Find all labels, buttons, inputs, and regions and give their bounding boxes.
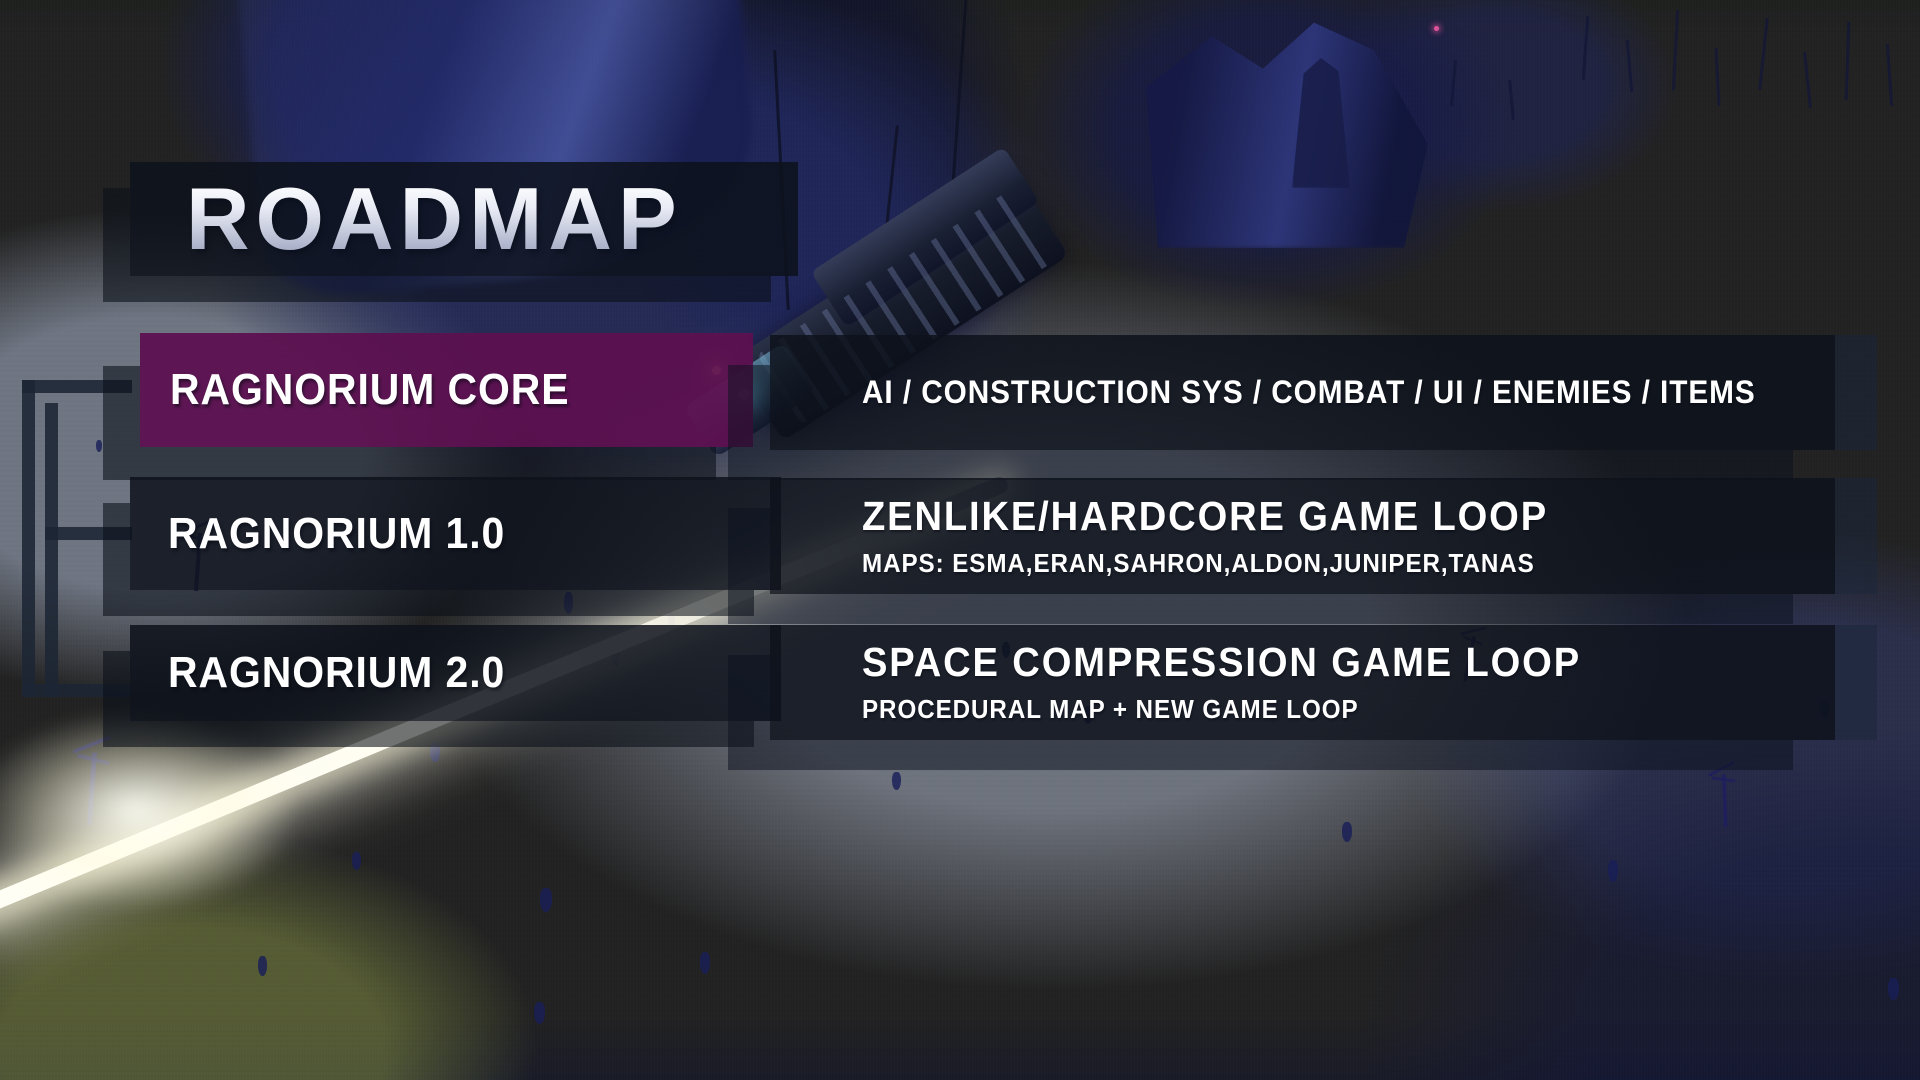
shrub bbox=[564, 592, 573, 614]
roadmap-item-core[interactable]: RAGNORIUM CORE bbox=[140, 333, 753, 447]
shrub bbox=[1608, 860, 1618, 882]
connector-stub-v2 bbox=[22, 684, 132, 697]
shrub bbox=[892, 772, 901, 790]
details-panel-v2: SPACE COMPRESSION GAME LOOP PROCEDURAL M… bbox=[770, 625, 1877, 740]
details-title: SPACE COMPRESSION GAME LOOP bbox=[862, 639, 1581, 686]
connector-stub-core bbox=[22, 380, 132, 393]
roadmap-item-label: RAGNORIUM CORE bbox=[170, 365, 570, 414]
roadmap-item-v2[interactable]: RAGNORIUM 2.0 bbox=[130, 625, 781, 721]
connector-outer-vertical bbox=[22, 380, 35, 697]
page-title: ROADMAP bbox=[186, 175, 798, 263]
details-title: AI / CONSTRUCTION SYS / COMBAT / UI / EN… bbox=[862, 373, 1756, 410]
shrub bbox=[96, 440, 102, 452]
connector-stub-v1 bbox=[45, 527, 132, 540]
roadmap-item-label: RAGNORIUM 2.0 bbox=[168, 648, 506, 697]
details-panel-core: AI / CONSTRUCTION SYS / COMBAT / UI / EN… bbox=[770, 335, 1877, 450]
details-panel-v1: ZENLIKE/HARDCORE GAME LOOP MAPS: ESMA,ER… bbox=[770, 478, 1877, 594]
roadmap-title-panel: ROADMAP bbox=[130, 162, 798, 276]
shrub bbox=[540, 888, 552, 912]
details-title: ZENLIKE/HARDCORE GAME LOOP bbox=[862, 492, 1549, 539]
shrub bbox=[258, 956, 267, 976]
connector-inner-vertical bbox=[45, 403, 58, 697]
details-subtitle: MAPS: ESMA,ERAN,SAHRON,ALDON,JUNIPER,TAN… bbox=[862, 547, 1535, 578]
shrub bbox=[430, 742, 440, 762]
shrub bbox=[700, 952, 710, 974]
roadmap-item-v1[interactable]: RAGNORIUM 1.0 bbox=[130, 477, 781, 590]
shrub bbox=[1888, 978, 1899, 1000]
roadmap-item-label: RAGNORIUM 1.0 bbox=[168, 508, 506, 558]
details-subtitle: PROCEDURAL MAP + NEW GAME LOOP bbox=[862, 694, 1359, 724]
shrub bbox=[1342, 822, 1352, 842]
shrub bbox=[352, 852, 361, 870]
distant-beacon bbox=[1434, 26, 1439, 31]
shrub bbox=[534, 1002, 545, 1024]
